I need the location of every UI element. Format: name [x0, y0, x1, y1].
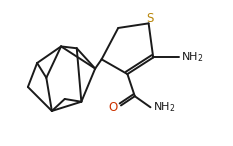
Text: NH$_2$: NH$_2$: [181, 51, 204, 64]
Text: NH$_2$: NH$_2$: [153, 100, 175, 114]
Text: O: O: [109, 101, 118, 114]
Text: S: S: [146, 12, 153, 25]
